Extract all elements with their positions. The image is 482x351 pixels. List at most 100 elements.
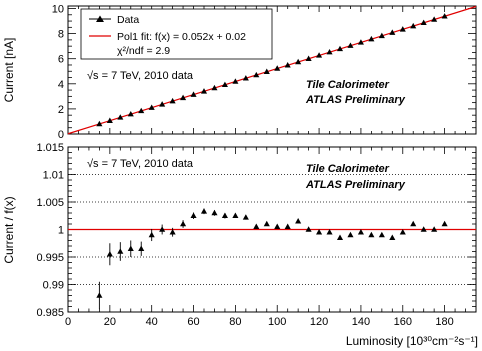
bottom-detector-label: Tile Calorimeter (306, 163, 390, 175)
top-data-point (284, 62, 291, 68)
bottom-x-tick-label: 120 (310, 316, 328, 328)
top-panel: 0 2 4 6 8 10 Current [nA] Data Pol1 fit: f(x)… (2, 4, 477, 141)
bottom-x-tick-label: 100 (268, 316, 286, 328)
bottom-y-tick-label: 1.005 (36, 197, 64, 209)
bottom-data-point (378, 231, 385, 238)
bottom-axis-ticks: 0 20 40 60 80 100 120 140 160 180 0.985 0.99 0.995 1 1… (36, 142, 477, 328)
top-axis-ticks: 0 2 4 6 8 10 (52, 4, 477, 141)
top-y-tick-label: 8 (58, 29, 64, 41)
bottom-data-point (106, 251, 113, 257)
bottom-data-point (357, 229, 364, 235)
top-data-point (368, 35, 375, 42)
top-data-point (117, 114, 124, 120)
bottom-data-point (242, 214, 249, 220)
legend-fit-label: Pol1 fit: f(x) = 0.052x + 0.02 (117, 31, 246, 43)
bottom-data-point (399, 229, 406, 235)
bottom-data-point (295, 218, 302, 224)
top-data-point (232, 78, 239, 84)
bottom-x-tick-label: 160 (394, 316, 412, 328)
top-data-point (169, 97, 176, 104)
legend-chi2: χ²/ndf = 2.9 (117, 45, 170, 57)
bottom-data-point (420, 226, 427, 232)
top-data-point (138, 107, 145, 114)
top-data-point (148, 104, 155, 110)
bottom-data-point (389, 234, 396, 240)
top-data-point (389, 29, 396, 35)
bottom-y-tick-label: 1.01 (43, 170, 64, 182)
fit-line (67, 5, 477, 135)
bottom-panel: 0 20 40 60 80 100 120 140 160 180 0.985 0.99 0.995 1 1… (2, 142, 478, 348)
legend-data-marker (96, 15, 104, 22)
top-detector-label: Tile Calorimeter (306, 79, 390, 91)
top-data-point (180, 94, 187, 101)
bottom-data-point (316, 229, 323, 235)
top-data-point (274, 65, 281, 71)
bottom-data-series (68, 208, 476, 310)
x-axis-title: Luminosity [10³⁰cm⁻²s⁻¹] (346, 334, 478, 348)
bottom-data-point (368, 231, 375, 238)
bottom-x-tick-label: 80 (229, 316, 241, 328)
bottom-data-point (347, 231, 354, 238)
bottom-status-label: ATLAS Preliminary (305, 179, 406, 191)
bottom-x-tick-label: 40 (146, 316, 158, 328)
top-data-point (357, 39, 364, 45)
bottom-x-tick-label: 140 (352, 316, 370, 328)
bottom-y-tick-label: 1 (58, 225, 64, 237)
top-data-point (431, 16, 438, 22)
bottom-data-point (441, 220, 448, 227)
top-data-point (378, 32, 385, 39)
bottom-data-point (326, 229, 333, 235)
top-data-point (410, 22, 417, 29)
bottom-y-axis-title: Current / f(x) (2, 196, 16, 263)
top-data-point (190, 91, 197, 97)
top-energy-label: √s = 7 TeV, 2010 data (87, 70, 194, 82)
top-plot-frame (67, 5, 477, 135)
bottom-x-tick-label: 60 (187, 316, 199, 328)
bottom-data-point (190, 212, 197, 218)
legend-data-label: Data (117, 14, 139, 26)
legend: Data Pol1 fit: f(x) = 0.052x + 0.02 χ²/n… (80, 8, 273, 60)
bottom-data-point (180, 220, 187, 227)
bottom-data-point (431, 226, 438, 232)
top-y-axis-title: Current [nA] (2, 38, 16, 103)
top-data-point (96, 120, 103, 127)
bottom-data-point (148, 231, 155, 238)
top-data-point (159, 101, 166, 107)
bottom-data-point (221, 212, 228, 218)
bottom-data-point (96, 292, 103, 298)
top-data-point (242, 75, 249, 81)
bottom-data-point (138, 245, 145, 251)
bottom-data-point (117, 248, 124, 254)
top-data-point (441, 13, 448, 19)
bottom-data-point (253, 223, 260, 229)
bottom-data-point (284, 223, 291, 229)
top-data-point (399, 26, 406, 32)
top-data-point (305, 55, 312, 61)
bottom-y-tick-label: 0.995 (36, 252, 64, 264)
bottom-data-point (336, 234, 344, 240)
top-data-point (200, 88, 208, 94)
bottom-energy-label: √s = 7 TeV, 2010 data (87, 158, 194, 170)
top-data-point (253, 71, 260, 78)
top-data-series (67, 5, 477, 135)
bottom-data-point (169, 229, 176, 235)
bottom-x-tick-label: 20 (104, 316, 116, 328)
bottom-x-tick-label: 0 (65, 316, 71, 328)
bottom-data-point (263, 220, 270, 227)
top-data-point (127, 110, 134, 117)
bottom-data-point (232, 212, 239, 218)
top-data-point (106, 117, 113, 123)
bottom-y-tick-label: 0.985 (36, 307, 64, 319)
top-data-point (295, 58, 302, 65)
top-y-tick-label: 2 (58, 104, 64, 116)
bottom-x-tick-label: 180 (435, 316, 453, 328)
top-y-tick-label: 6 (58, 54, 64, 66)
top-data-point (316, 52, 323, 58)
legend-box (80, 8, 273, 60)
top-data-point (263, 68, 270, 74)
bottom-data-point (274, 223, 281, 229)
top-y-tick-label: 4 (58, 79, 64, 91)
top-data-point (336, 45, 344, 52)
